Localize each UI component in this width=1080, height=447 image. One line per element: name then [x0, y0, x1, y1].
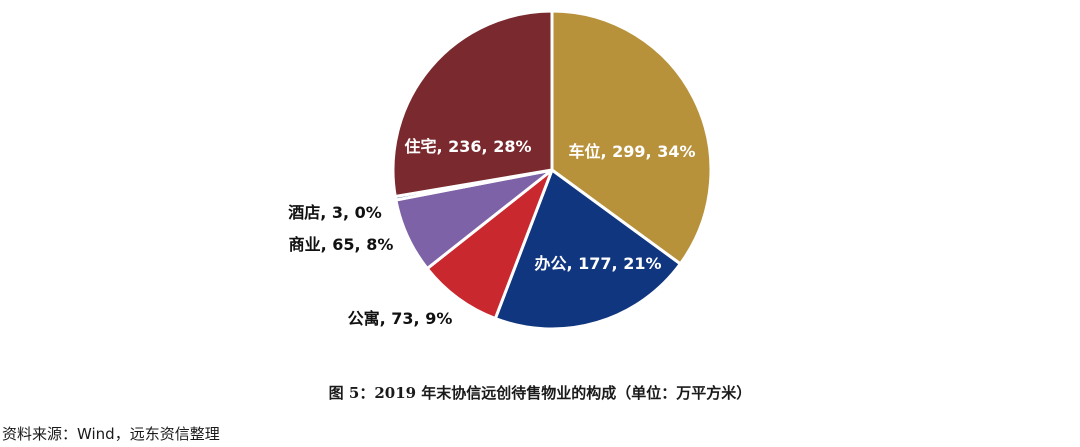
- slice-label-1: 车位, 299, 34%: [569, 142, 696, 161]
- pie-slice-3: [425, 168, 554, 321]
- pie-slice-6: [391, 9, 554, 199]
- pie-slices: [391, 9, 713, 331]
- slice-label-2: 办公, 177, 21%: [535, 254, 662, 273]
- slice-label-3: 公寓, 73, 9%: [348, 309, 453, 328]
- pie-labels: 车位, 299, 34% 办公, 177, 21% 公寓, 73, 9% 商业, 65…: [288, 137, 695, 328]
- pie-slice-2: [493, 168, 682, 331]
- figure-caption: 图 5：2019 年末协信远创待售物业的构成（单位：万平方米）: [328, 384, 752, 402]
- source-note: 资料来源：Wind，远东资信整理: [2, 425, 220, 443]
- slice-label-5: 酒店, 3, 0%: [288, 203, 382, 222]
- slice-label-6: 住宅, 236, 28%: [405, 137, 532, 156]
- pie-slice-1: [550, 9, 713, 266]
- slice-label-4: 商业, 65, 8%: [289, 235, 394, 254]
